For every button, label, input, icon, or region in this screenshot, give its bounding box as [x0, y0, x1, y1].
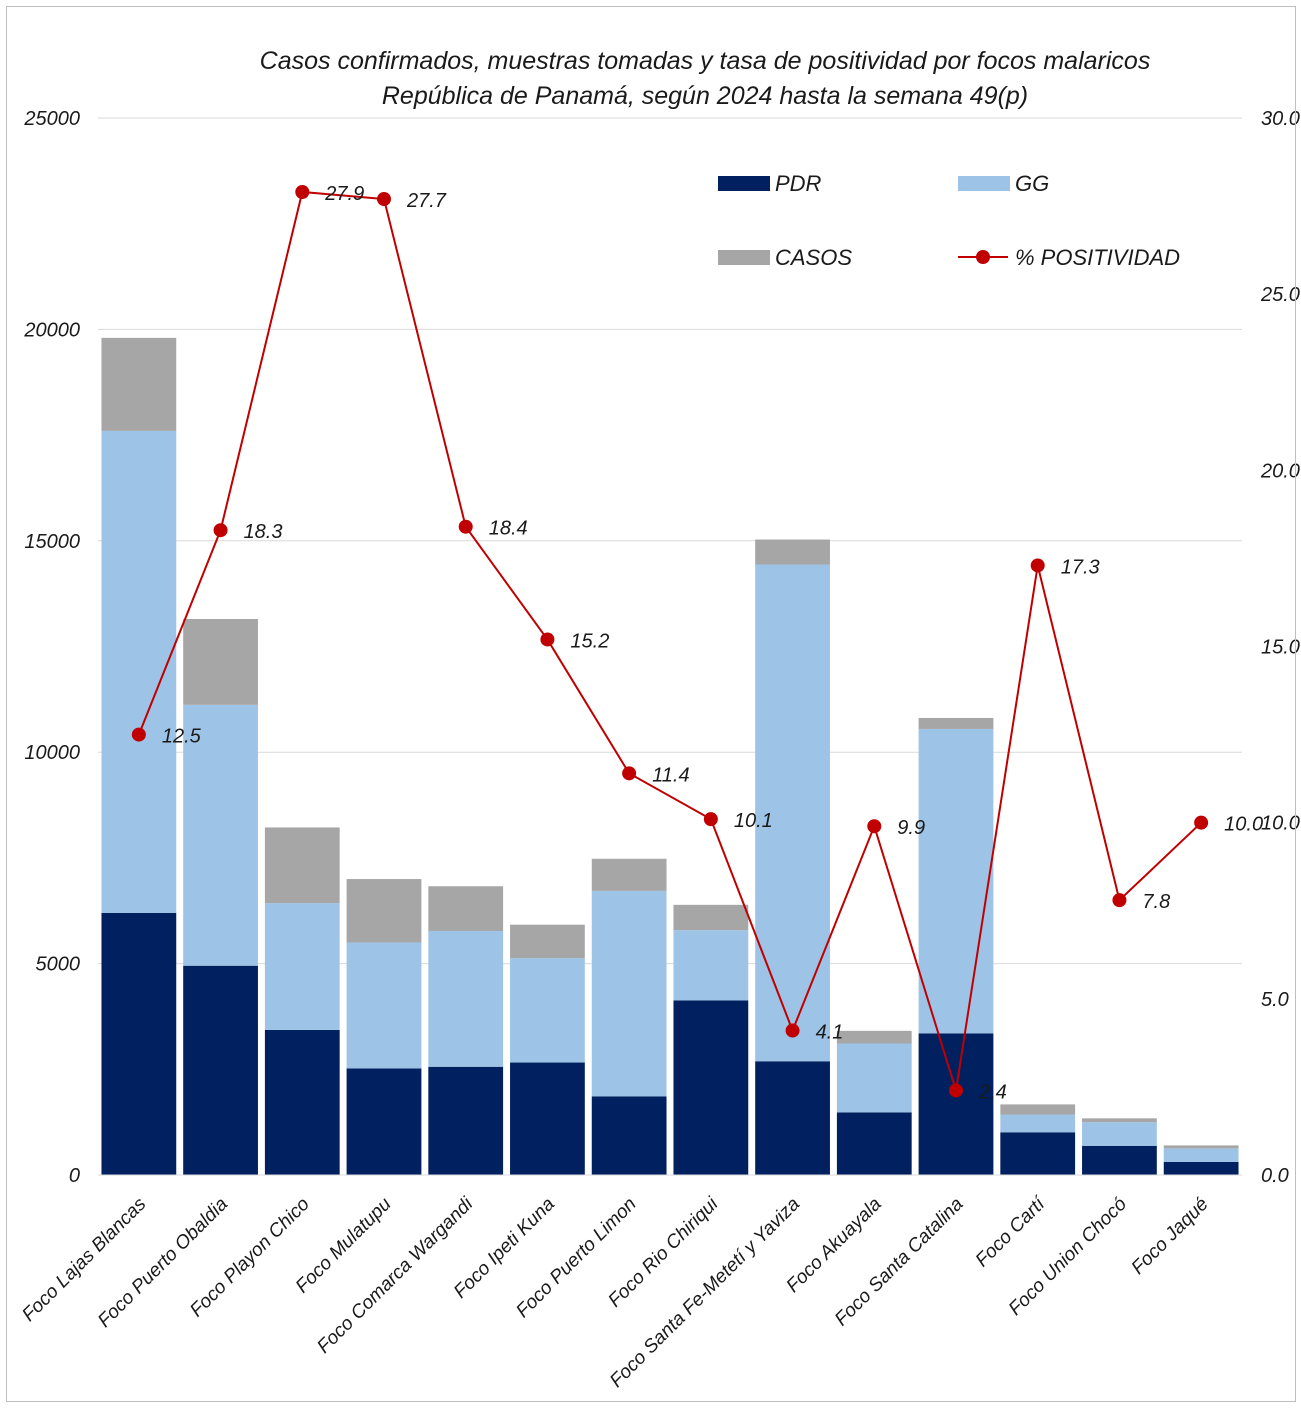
positivity-point [785, 1023, 800, 1038]
bar-casos [755, 539, 830, 565]
bar-gg [183, 704, 258, 966]
legend-swatch-casos [718, 250, 770, 265]
y-right-tick-label: 25.0 [1260, 284, 1300, 306]
bar-gg [346, 942, 422, 1069]
positivity-point [1112, 893, 1127, 908]
legend-label-gg: GG [1015, 171, 1049, 196]
positivity-data-label: 10.1 [734, 810, 773, 832]
bar-pdr [673, 1000, 749, 1175]
bar-pdr [836, 1112, 912, 1175]
positivity-data-label: 7.8 [1142, 891, 1170, 913]
y-right-tick-label: 20.0 [1260, 460, 1300, 482]
bar-casos [673, 904, 749, 931]
bar-gg [1163, 1148, 1239, 1162]
legend-label-pdr: PDR [775, 171, 822, 196]
positivity-point [703, 812, 718, 827]
bar-gg [264, 903, 340, 1030]
positivity-data-label: 27.9 [324, 183, 364, 205]
chart-frame [6, 6, 1296, 1402]
bar-pdr [510, 1062, 585, 1175]
y-right-tick-label: 0.0 [1261, 1165, 1289, 1187]
positivity-point [867, 819, 882, 834]
positivity-point [377, 192, 391, 207]
bar-pdr [346, 1068, 422, 1175]
bar-casos [510, 924, 585, 959]
positivity-data-label: 15.2 [570, 630, 609, 652]
positivity-point [131, 727, 146, 742]
bar-gg [673, 930, 749, 1001]
legend-marker-positividad [976, 250, 990, 264]
y-left-tick-label: 20000 [23, 319, 80, 341]
bar-gg [510, 958, 585, 1063]
positivity-data-label: 18.4 [489, 518, 528, 540]
chart-title: Casos confirmados, muestras tomadas y ta… [260, 47, 1151, 75]
bar-casos [264, 827, 340, 904]
y-right-tick-label: 5.0 [1261, 989, 1289, 1011]
positivity-point [213, 523, 228, 538]
bar-pdr [264, 1029, 340, 1175]
bar-pdr [101, 912, 177, 1175]
bar-casos [1163, 1145, 1239, 1149]
bar-pdr [1082, 1145, 1157, 1175]
bar-casos [101, 337, 177, 431]
positivity-data-label: 9.9 [897, 817, 925, 839]
positivity-polyline [137, 190, 1202, 1091]
legend-label-casos: CASOS [775, 245, 852, 270]
bar-pdr [428, 1066, 504, 1175]
bar-gg [591, 890, 667, 1097]
bars [101, 337, 1239, 1175]
legend-swatch-gg [958, 176, 1010, 191]
positivity-data-label: 12.5 [162, 726, 202, 748]
y-left-tick-label: 15000 [24, 531, 80, 553]
positivity-line: 12.5 18.3 27.9 27.7 18.4 15.2 11.4 10.1 4.1 9.9 2.… [131, 183, 1263, 1103]
bar-casos [836, 1030, 912, 1044]
positivity-data-label: 2.4 [978, 1081, 1007, 1103]
positivity-point [295, 184, 310, 199]
bar-pdr [918, 1033, 994, 1175]
y-right-tick-label: 30.0 [1261, 108, 1300, 130]
bar-gg [1082, 1122, 1157, 1146]
bar-pdr [591, 1096, 667, 1175]
bar-casos [1082, 1118, 1157, 1123]
y-left-tick-label: 0 [69, 1165, 80, 1187]
bar-gg [918, 728, 994, 1034]
positivity-point [622, 766, 637, 781]
positivity-point [540, 632, 555, 647]
bar-pdr [183, 965, 258, 1175]
chart-subtitle: República de Panamá, según 2024 hasta la… [382, 82, 1028, 110]
legend-label-positividad: % POSITIVIDAD [1015, 245, 1180, 270]
positivity-data-label: 4.1 [816, 1022, 844, 1044]
positivity-point [458, 519, 473, 534]
bar-gg [428, 931, 504, 1067]
positivity-point [949, 1083, 963, 1098]
positivity-point [1030, 558, 1045, 573]
positivity-data-label: 27.7 [406, 190, 447, 212]
bar-casos [183, 619, 258, 705]
bar-casos [346, 879, 422, 943]
bar-casos [428, 886, 504, 932]
bar-casos [918, 717, 994, 729]
positivity-data-label: 11.4 [652, 764, 689, 786]
bar-casos [1000, 1104, 1076, 1115]
bar-gg [1000, 1114, 1076, 1133]
positivity-data-label: 18.3 [244, 521, 283, 543]
y-right-tick-label: 10.0 [1261, 813, 1300, 835]
y-left-tick-label: 10000 [24, 742, 80, 764]
y-left-tick-label: 5000 [36, 954, 81, 976]
bar-pdr [755, 1061, 830, 1175]
bar-gg [836, 1043, 912, 1113]
positivity-data-label: 17.3 [1061, 556, 1100, 578]
bar-gg [755, 564, 830, 1062]
y-left-tick-label: 25000 [23, 108, 80, 130]
legend-swatch-pdr [718, 176, 770, 191]
positivity-data-label: 10.0 [1224, 814, 1263, 836]
y-right-tick-label: 15.0 [1261, 637, 1300, 659]
legend: PDR GG CASOS % POSITIVIDAD [718, 171, 1180, 270]
bar-pdr [1163, 1161, 1239, 1175]
bar-pdr [1000, 1132, 1076, 1175]
positivity-point [1194, 815, 1209, 830]
bar-casos [591, 858, 667, 891]
